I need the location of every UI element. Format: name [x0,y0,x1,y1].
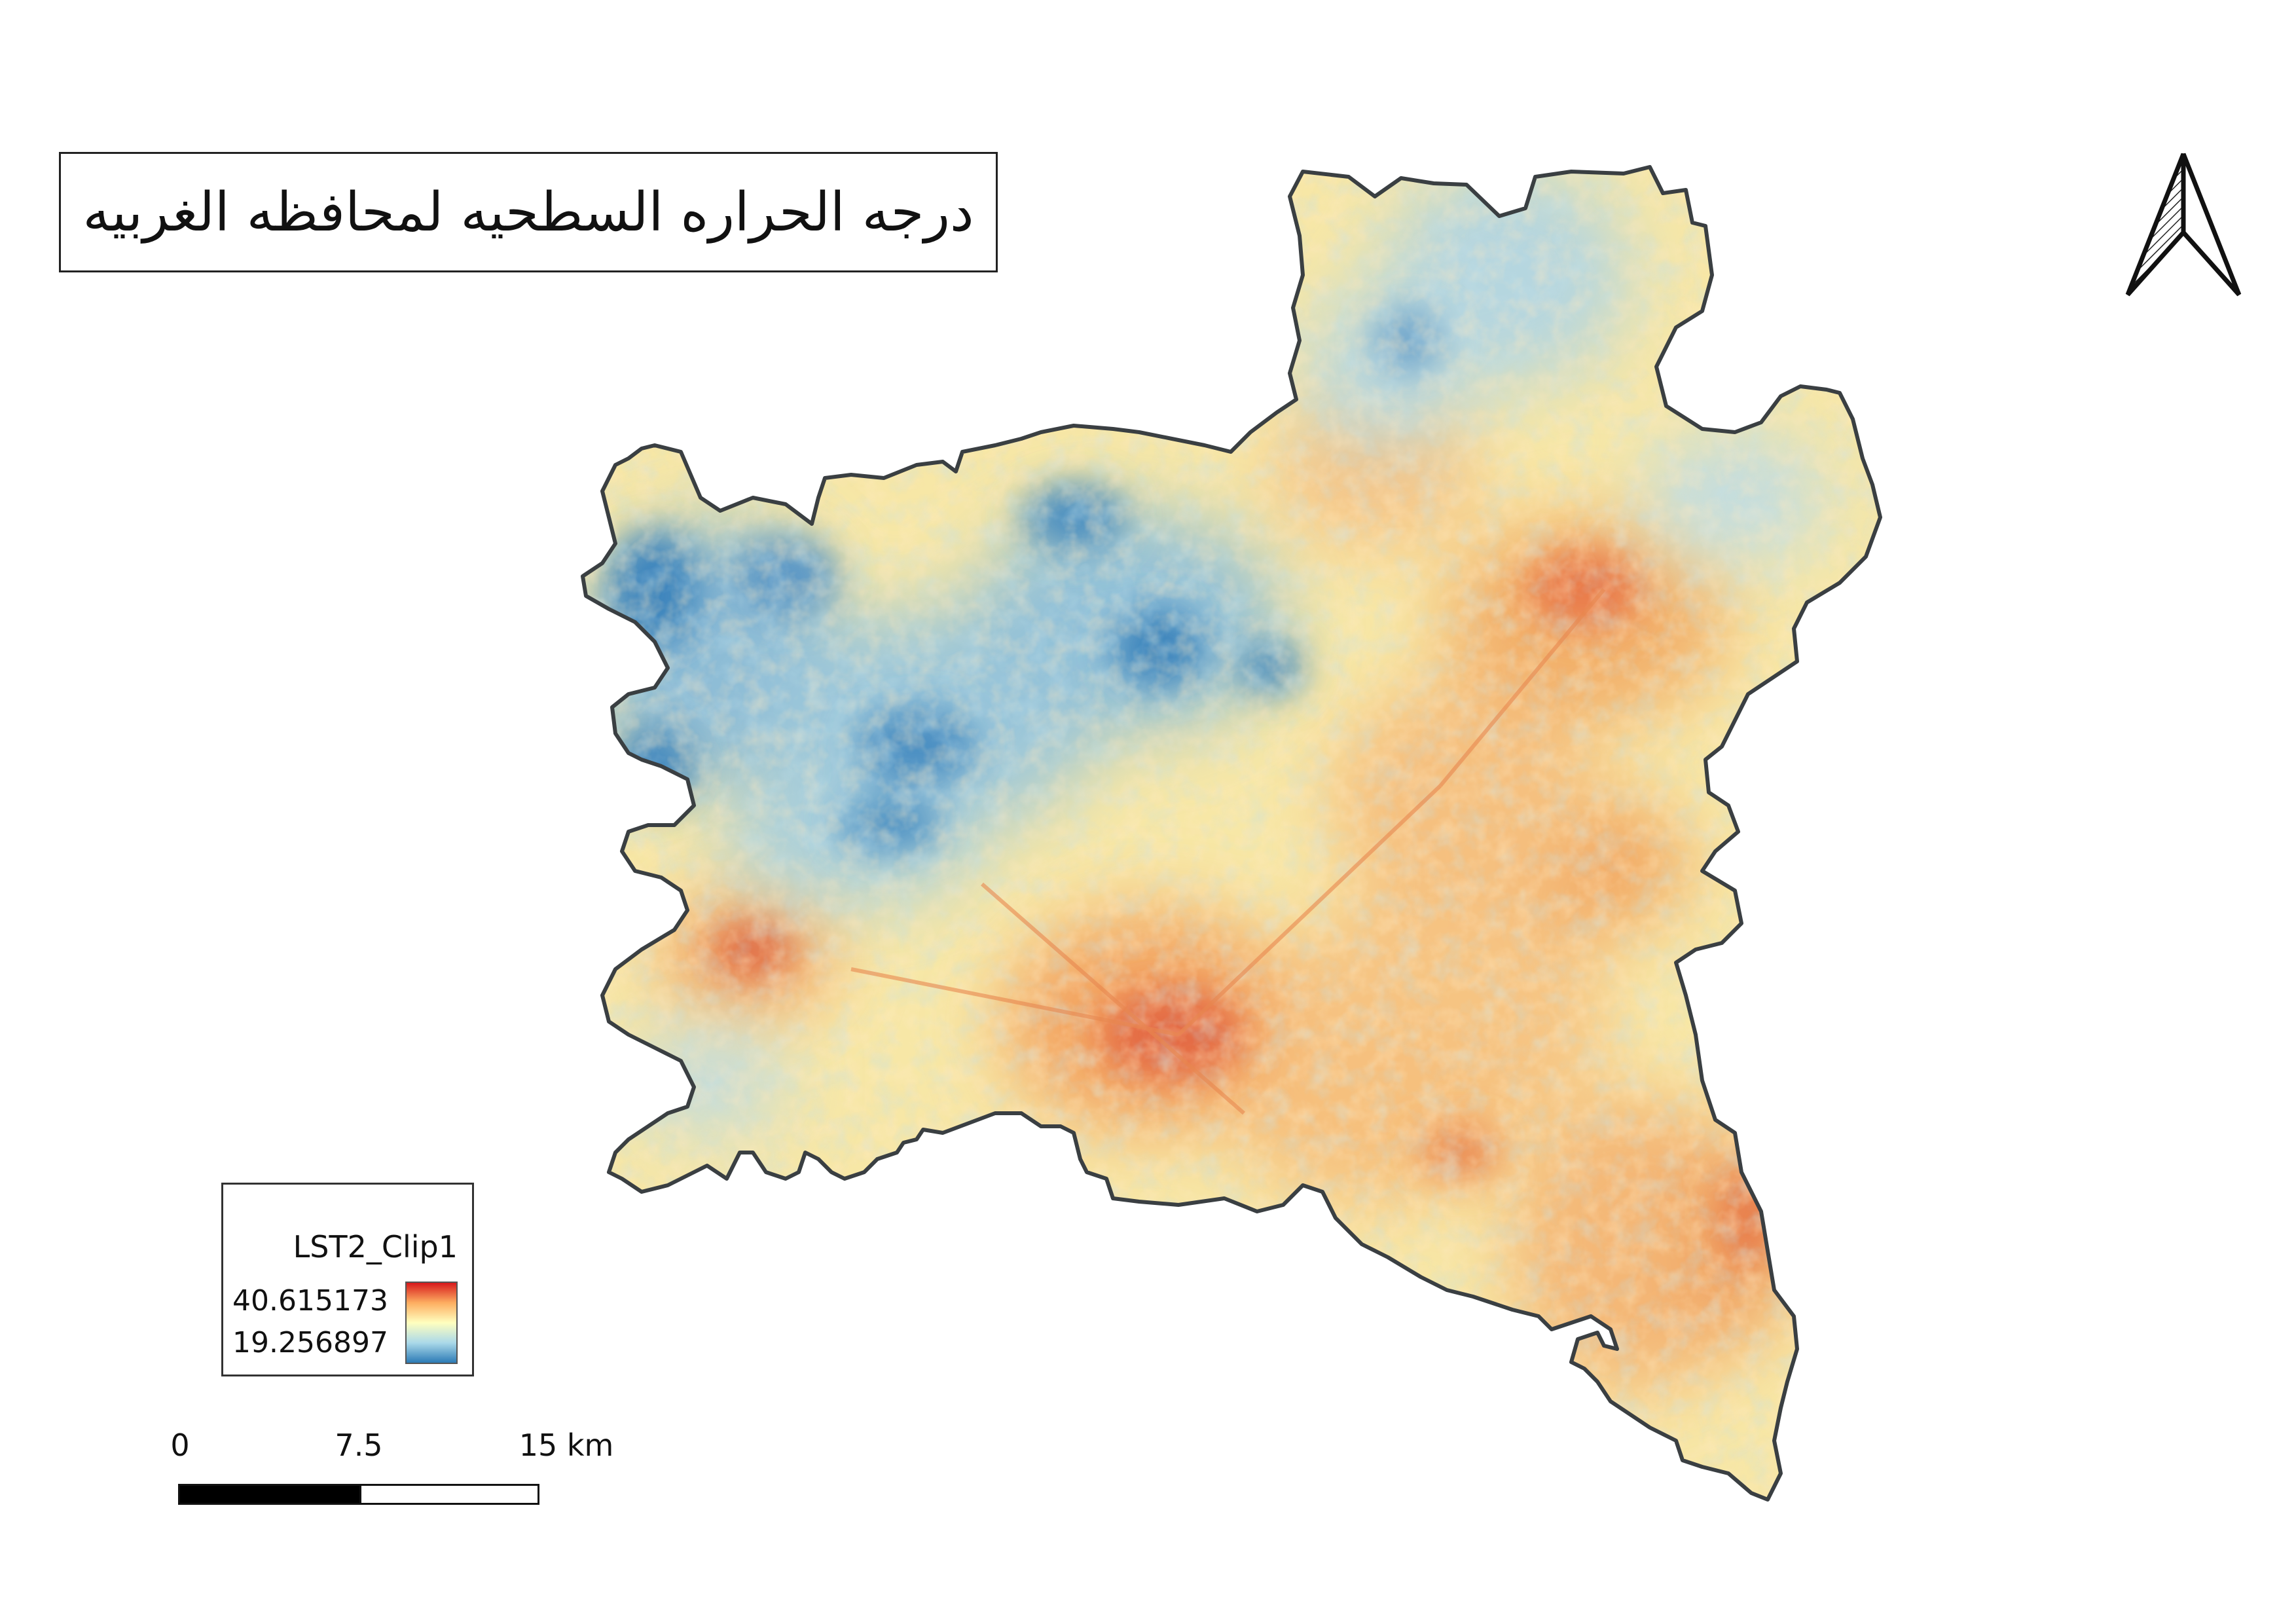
legend-min-value: 19.256897 [232,1326,388,1359]
scale-bar: 0 7.5 15 km [164,1428,622,1519]
map-title: درجه الحراره السطحيه لمحافظه الغربيه [82,181,974,244]
scale-label-0: 0 [170,1428,190,1463]
legend-max-value: 40.615173 [232,1284,388,1318]
scale-label-mid: 7.5 [335,1428,383,1463]
scale-segment-black [178,1484,361,1505]
legend-color-ramp [405,1282,458,1364]
scale-segment-white [359,1484,539,1505]
legend-layer-name: LST2_Clip1 [293,1229,458,1264]
north-arrow-icon [2125,153,2242,297]
scale-label-end: 15 km [519,1428,614,1463]
lst-raster [583,167,1880,1500]
map-title-box: درجه الحراره السطحيه لمحافظه الغربيه [59,152,998,272]
legend: LST2_Clip1 40.615173 19.256897 [221,1183,474,1376]
